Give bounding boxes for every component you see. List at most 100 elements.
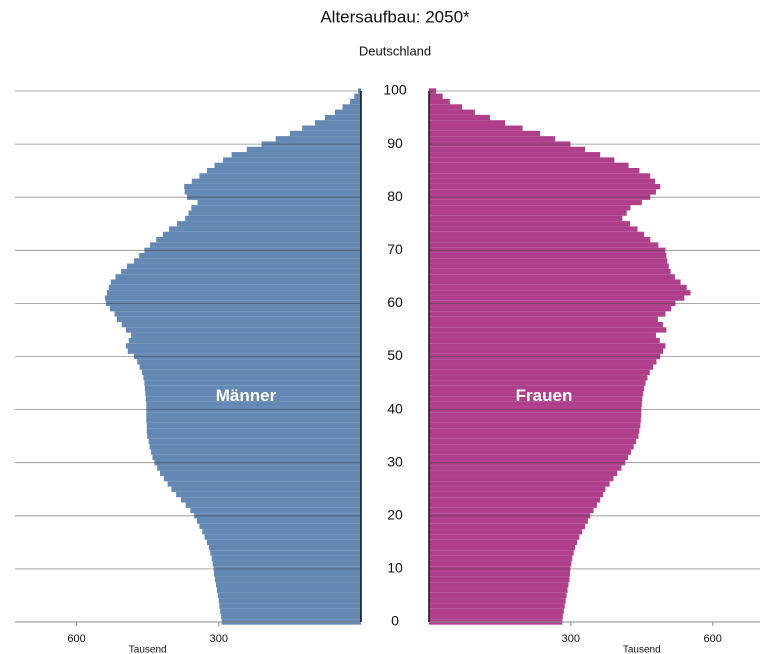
bar [223,157,361,163]
bar [221,614,361,620]
bar [429,582,569,588]
bar [208,545,361,551]
bar [429,364,654,370]
bar [105,295,361,301]
bar [429,380,646,386]
x-axis-label: Tausend [129,645,167,654]
bar [151,449,361,455]
bar [214,571,361,577]
bar [429,136,556,142]
bar [429,433,639,439]
bar [429,422,641,429]
bar [429,130,541,137]
bar [146,412,361,418]
y-tick-label: 20 [387,507,403,523]
bar [429,401,642,407]
bar [220,608,361,615]
bar [188,210,361,216]
bar [429,237,651,243]
bar [144,380,361,386]
bar [127,348,361,354]
bar [121,321,362,328]
bar [143,375,361,381]
bar [139,252,361,259]
bar [429,438,637,445]
bar [210,550,361,556]
bar [206,539,361,546]
bar [211,555,361,561]
x-tick-label: 300 [562,633,580,645]
bar [429,560,572,567]
bar [429,545,576,551]
x-tick-label: 300 [210,633,228,645]
bar [429,167,640,174]
x-axis-label: Tausend [623,645,661,654]
bar [429,507,594,514]
bar [429,550,574,556]
bar [429,258,668,264]
bar [429,221,630,227]
bar [190,507,361,514]
bar [212,560,361,567]
bar [197,199,361,206]
bar [429,428,640,434]
bar [429,396,643,402]
bar [429,327,667,333]
bar [180,497,361,503]
bar [302,125,361,131]
bar [185,215,361,222]
bar [163,475,361,482]
bar [116,316,361,322]
bar [429,157,615,163]
bar [429,598,566,604]
bar [110,279,361,285]
bar [429,454,629,461]
bar [139,364,361,370]
bar [125,327,361,333]
bar [429,295,685,301]
series-label: Männer [216,386,277,405]
bar [429,274,675,280]
bar [429,268,671,275]
bar [429,518,588,524]
bar [429,481,610,487]
bar [342,104,361,110]
bar [204,534,361,540]
bar [215,582,361,588]
bar [429,290,691,296]
chart-subtitle: Deutschland [359,43,431,58]
bar [429,104,463,110]
bar [289,130,361,137]
bar [429,385,645,392]
bar [334,109,361,115]
bar [429,571,570,577]
y-tick-label: 100 [383,82,407,98]
bar [199,523,361,530]
bar [149,444,361,450]
bar [146,417,361,423]
bar [429,470,618,476]
bar [429,534,580,540]
x-tick-label: 600 [67,633,85,645]
bar [169,226,361,232]
bar [429,146,586,153]
bar [429,120,506,126]
bar [219,603,361,609]
bar [429,449,631,455]
bar [109,306,361,312]
bar [145,391,361,397]
y-tick-label: 50 [387,347,403,363]
bar [429,252,667,259]
bar [429,497,601,503]
bar [275,136,361,142]
bar [324,114,361,121]
bar [429,587,568,593]
bar [121,268,361,275]
bar [177,221,361,227]
bar [160,470,361,476]
bar [145,396,361,402]
bar [148,438,361,445]
bar [184,183,361,190]
bar [429,321,664,328]
